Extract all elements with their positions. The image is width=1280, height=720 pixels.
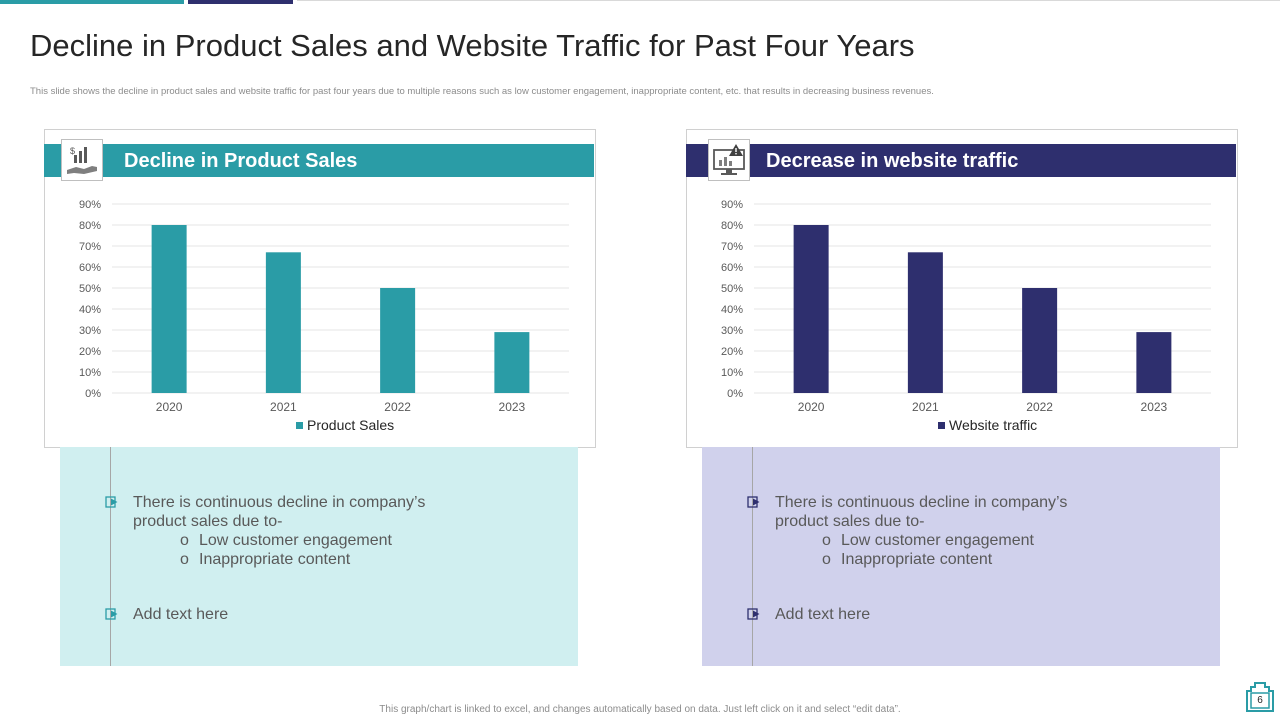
y-tick-label: 0% xyxy=(85,388,101,400)
y-tick-label: 50% xyxy=(721,283,743,295)
footer-note: This graph/chart is linked to excel, and… xyxy=(379,704,901,715)
y-tick-label: 20% xyxy=(79,346,101,358)
hand-chart-icon: $ xyxy=(61,139,103,181)
page-number: 6 xyxy=(1257,695,1263,706)
bar xyxy=(380,288,416,393)
x-tick-label: 2021 xyxy=(270,400,297,414)
y-tick-label: 90% xyxy=(79,199,101,211)
bullet-arrow-icon xyxy=(747,608,760,620)
y-tick-label: 40% xyxy=(79,304,101,316)
legend-label: Product Sales xyxy=(307,417,394,433)
y-tick-label: 60% xyxy=(79,262,101,274)
bar xyxy=(151,225,187,393)
bullet-arrow-icon xyxy=(105,608,118,620)
y-tick-label: 20% xyxy=(721,346,743,358)
chart-website-traffic: 0% 10% 20% 30% 40% 50% 60% 70% 80% 90% 2020 2021 202… xyxy=(721,199,1211,433)
x-tick-label: 2020 xyxy=(156,400,183,414)
page-number-icon xyxy=(1246,682,1274,712)
textbox-divider-product-sales xyxy=(110,447,111,666)
x-tick-label: 2020 xyxy=(798,400,825,414)
bullet-line: There is continuous decline in company’s xyxy=(133,494,426,511)
bar xyxy=(494,332,530,393)
header-bar-product-sales xyxy=(44,144,594,177)
subbullet-marker: o xyxy=(822,551,831,568)
legend-swatch xyxy=(296,422,303,429)
x-tick-label: 2023 xyxy=(1141,400,1168,414)
y-tick-label: 90% xyxy=(721,199,743,211)
subbullet-marker: o xyxy=(822,532,831,549)
top-accent-line xyxy=(297,0,1280,1)
y-tick-label: 10% xyxy=(79,367,101,379)
textbox-product-sales xyxy=(60,447,578,666)
svg-text:$: $ xyxy=(70,146,75,156)
y-tick-label: 70% xyxy=(79,241,101,253)
bar xyxy=(1022,288,1058,393)
bullet-arrow-icon xyxy=(105,496,118,508)
bar xyxy=(265,252,301,393)
x-tick-label: 2021 xyxy=(912,400,939,414)
subbullet-text: Low customer engagement xyxy=(841,532,1034,549)
y-tick-label: 60% xyxy=(721,262,743,274)
subbullet-text: Low customer engagement xyxy=(199,532,392,549)
subbullet-text: Inappropriate content xyxy=(841,551,993,568)
top-accent-teal xyxy=(0,0,184,4)
header-bar-website-traffic xyxy=(686,144,1236,177)
header-title-product-sales: Decline in Product Sales xyxy=(124,150,358,172)
bar xyxy=(1136,332,1172,393)
subbullet-marker: o xyxy=(180,532,189,549)
y-tick-label: 50% xyxy=(79,283,101,295)
y-tick-label: 30% xyxy=(721,325,743,337)
subbullet-text: Inappropriate content xyxy=(199,551,351,568)
top-accent-navy xyxy=(188,0,293,4)
bullet-text-1: There is continuous decline in company’s… xyxy=(133,493,425,531)
textbox-website-traffic xyxy=(702,447,1220,666)
bar xyxy=(907,252,943,393)
header-title-website-traffic: Decrease in website traffic xyxy=(766,150,1019,172)
y-tick-label: 0% xyxy=(727,388,743,400)
monitor-warning-icon xyxy=(708,139,750,181)
x-tick-label: 2022 xyxy=(1026,400,1053,414)
legend-label: Website traffic xyxy=(949,417,1037,433)
chart-product-sales: 0% 10% 20% 30% 40% 50% 60% 70% 80% 90% 2020 2021 202… xyxy=(79,199,569,433)
y-tick-label: 40% xyxy=(721,304,743,316)
y-tick-label: 80% xyxy=(79,220,101,232)
bullet-line: There is continuous decline in company’s xyxy=(775,494,1068,511)
bullet-line: product sales due to- xyxy=(775,513,925,530)
bullet-text-2: Add text here xyxy=(133,606,229,623)
y-tick-label: 30% xyxy=(79,325,101,337)
bullet-line: product sales due to- xyxy=(133,513,283,530)
page-subtitle: This slide shows the decline in product … xyxy=(30,86,934,97)
subbullet-marker: o xyxy=(180,551,189,568)
x-tick-label: 2023 xyxy=(499,400,526,414)
x-tick-label: 2022 xyxy=(384,400,411,414)
bullet-text-1: There is continuous decline in company’s… xyxy=(775,493,1067,531)
bullet-text-2: Add text here xyxy=(775,606,871,623)
textbox-divider-website-traffic xyxy=(752,447,753,666)
y-tick-label: 70% xyxy=(721,241,743,253)
bullet-arrow-icon xyxy=(747,496,760,508)
y-tick-label: 80% xyxy=(721,220,743,232)
y-tick-label: 10% xyxy=(721,367,743,379)
bar xyxy=(793,225,829,393)
legend-swatch xyxy=(938,422,945,429)
page-title: Decline in Product Sales and Website Tra… xyxy=(30,28,915,63)
